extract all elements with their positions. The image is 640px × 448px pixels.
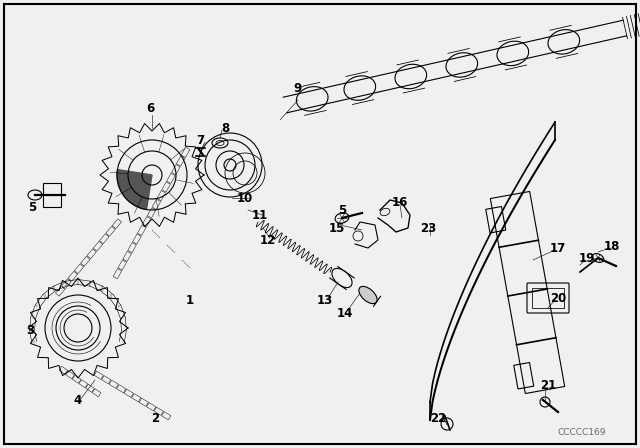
- Text: 2: 2: [151, 412, 159, 425]
- Text: 1: 1: [186, 293, 194, 306]
- Text: 19: 19: [579, 251, 595, 264]
- Bar: [486, 207, 506, 233]
- Text: 10: 10: [237, 191, 253, 204]
- Text: 9: 9: [294, 82, 302, 95]
- Text: 13: 13: [317, 293, 333, 306]
- Text: 11: 11: [252, 208, 268, 221]
- Text: 22: 22: [430, 412, 446, 425]
- Ellipse shape: [359, 286, 377, 304]
- Text: 7: 7: [196, 134, 204, 146]
- Text: 5: 5: [338, 203, 346, 216]
- Text: 14: 14: [337, 306, 353, 319]
- Text: 4: 4: [74, 393, 82, 406]
- Text: 15: 15: [329, 221, 345, 234]
- Text: 6: 6: [146, 102, 154, 115]
- Text: 23: 23: [420, 221, 436, 234]
- Text: 8: 8: [221, 121, 229, 134]
- Text: 16: 16: [392, 195, 408, 208]
- Text: 20: 20: [550, 292, 566, 305]
- Bar: [514, 362, 534, 389]
- Polygon shape: [117, 169, 152, 210]
- Text: 21: 21: [540, 379, 556, 392]
- Text: 3: 3: [26, 323, 34, 336]
- Text: 12: 12: [260, 233, 276, 246]
- Text: 17: 17: [550, 241, 566, 254]
- Text: 5: 5: [28, 201, 36, 214]
- Text: 18: 18: [604, 240, 620, 253]
- Text: CCCCC169: CCCCC169: [557, 427, 606, 436]
- Bar: [43, 183, 61, 207]
- Bar: [532, 288, 564, 308]
